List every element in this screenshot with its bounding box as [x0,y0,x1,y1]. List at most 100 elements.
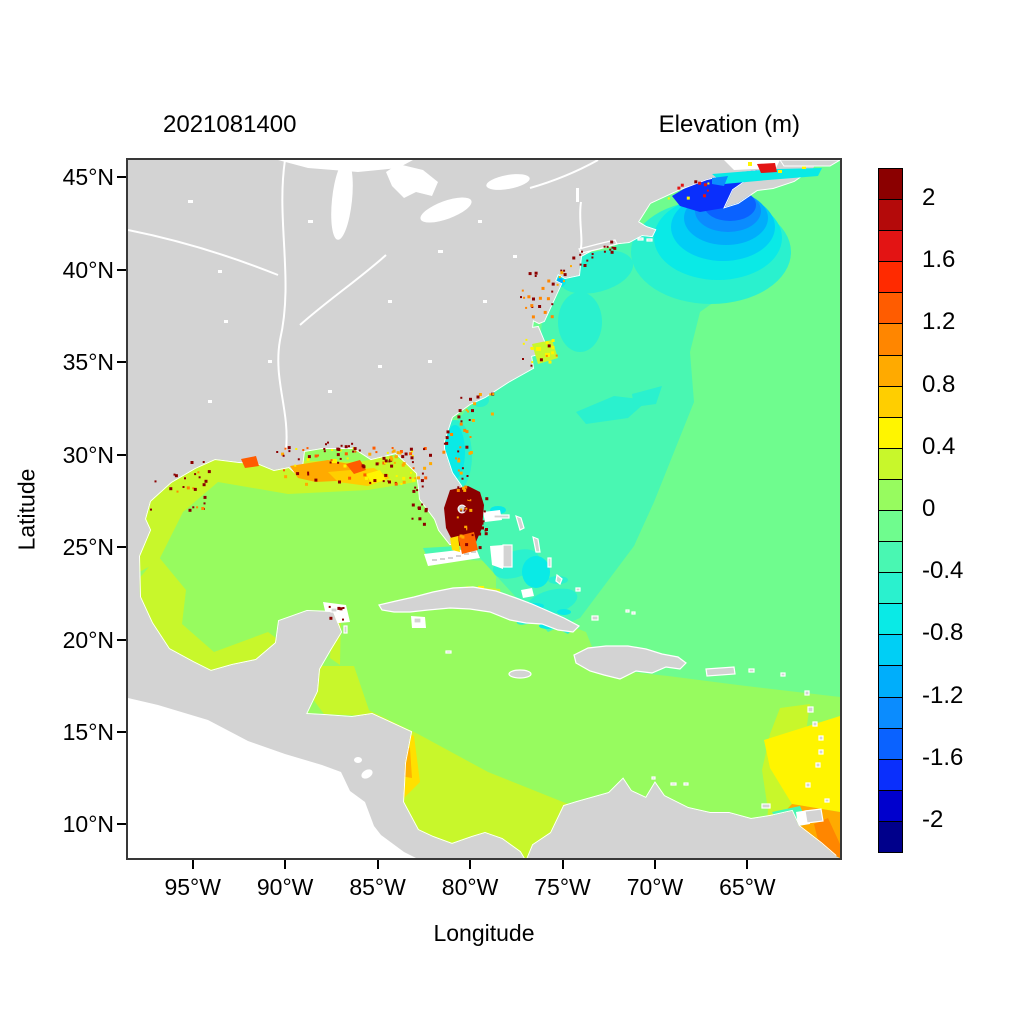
y-tick-mark [117,268,126,271]
colorbar-box [878,292,903,325]
map-frame [126,158,842,860]
wet-dry-speckle [457,486,460,489]
wet-dry-speckle [545,341,549,345]
colorbar-title: Elevation (m) [658,111,800,138]
colorbar-box [878,727,903,760]
wet-dry-speckle [461,477,464,480]
colorbar-tick-label: 0.8 [922,370,956,398]
wet-dry-speckle [551,303,554,306]
wet-dry-speckle [523,296,526,299]
marthas-vineyard [637,237,644,241]
wet-dry-speckle [484,532,488,536]
wet-dry-speckle [352,450,355,453]
wet-dry-speckle [525,306,528,309]
wet-dry-speckle [457,450,460,453]
colorbar [878,168,903,853]
wet-dry-speckle [450,433,454,436]
wet-dry-speckle [288,450,291,453]
wet-dry-speckle [429,462,433,466]
colorbar-box [878,634,903,667]
wet-dry-speckle [478,393,482,396]
x-tick-mark [561,860,564,869]
wet-dry-speckle [471,419,475,422]
wet-dry-speckle [703,183,707,187]
wet-dry-speckle [556,283,559,286]
wet-dry-speckle [563,273,567,277]
wet-dry-speckle [446,430,450,434]
wet-dry-speckle [305,482,308,486]
wet-dry-speckle [461,467,464,470]
colorbar-box [878,572,903,605]
colorbar-box [878,323,903,356]
wet-dry-speckle [409,476,412,479]
wet-dry-speckle [423,448,425,451]
wet-dry-speckle [328,605,331,608]
wet-dry-speckle [353,447,357,451]
wet-dry-speckle [417,476,420,480]
wet-dry-speckle [606,245,609,248]
wet-dry-speckle [459,534,463,538]
wet-dry-speckle [522,342,525,345]
wet-dry-speckle [528,272,532,276]
y-tick-mark [117,638,126,641]
wet-dry-speckle [192,487,195,490]
andros [502,544,513,568]
wet-dry-speckle [539,358,543,362]
wet-dry-speckle [382,480,385,483]
wet-dry-speckle [190,461,194,464]
wet-dry-speckle [399,452,402,455]
colorbar-box [878,603,903,636]
wet-dry-speckle [527,295,531,299]
wet-dry-speckle [186,486,190,490]
colorbar-box [878,261,903,294]
wet-dry-speckle [401,463,405,467]
x-tick-mark [653,860,656,869]
wet-dry-speckle [667,197,670,200]
wet-dry-speckle [467,410,470,413]
grand-bahama [493,514,510,519]
wet-dry-speckle [423,466,427,470]
wet-dry-speckle [462,500,465,503]
wet-dry-speckle [563,280,565,283]
wet-dry-speckle [412,467,415,470]
missouri-river [128,229,279,276]
colorbar-box [878,696,903,729]
wet-dry-speckle [460,396,463,399]
wet-dry-speckle [458,409,462,413]
wet-dry-speckle [548,360,552,364]
trinidad [804,808,824,824]
y-tick-label: 10°N [62,811,114,838]
wet-dry-speckle [471,534,474,537]
wet-dry-speckle [525,338,528,341]
map-canvas [128,160,840,858]
wet-dry-speckle [521,289,524,292]
wet-dry-speckle [469,508,473,512]
wet-dry-speckle [551,345,555,349]
lesser-antilles [748,668,830,803]
wet-dry-speckle [466,489,469,492]
wet-dry-speckle [546,297,550,301]
small-lakes [188,200,517,403]
y-tick-label: 30°N [62,441,114,468]
wet-dry-speckle [421,472,424,475]
wet-dry-speckle [297,458,300,461]
curacao [670,782,677,786]
wet-dry-speckle [364,476,368,480]
long-island [577,239,618,254]
wet-dry-speckle [402,476,406,480]
wet-dry-speckle [456,516,459,519]
wet-dry-speckle [680,183,684,187]
wet-dry-speckle [329,616,333,620]
turks [625,609,630,613]
wet-dry-speckle [421,503,424,506]
wet-dry-speckle [579,263,582,266]
wet-dry-speckle [390,464,394,468]
wet-dry-speckle [459,471,463,475]
wet-dry-speckle [531,315,535,319]
wet-dry-speckle [462,486,465,490]
wet-dry-speckle [410,456,414,460]
y-tick-mark [117,361,126,364]
wet-dry-speckle [375,462,379,466]
wet-dry-speckle [545,354,548,357]
wet-dry-speckle [572,256,576,260]
